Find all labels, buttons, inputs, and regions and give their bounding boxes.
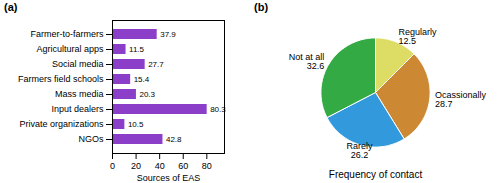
html-text:(a): (a) [4,1,18,13]
svg-text:NGOs: NGOs [78,134,104,144]
html-text:(b): (b) [254,1,268,13]
svg-text:0: 0 [110,161,115,171]
svg-text:80: 80 [202,161,212,171]
svg-text:Rarely26.2: Rarely26.2 [346,141,373,160]
svg-text:80.3: 80.3 [210,105,226,114]
svg-text:Regularly12.5: Regularly12.5 [398,27,437,46]
svg-text:20.3: 20.3 [139,90,155,99]
svg-text:15.4: 15.4 [134,75,150,84]
svg-text:Private organizations: Private organizations [19,119,104,129]
svg-text:10.5: 10.5 [128,120,144,129]
svg-text:37.9: 37.9 [160,30,176,39]
svg-text:Not at all32.6: Not at all32.6 [289,52,325,71]
svg-text:Frequency of contact: Frequency of contact [329,169,423,180]
svg-text:Ocassionally28.7: Ocassionally28.7 [435,90,487,109]
svg-text:11.5: 11.5 [129,45,145,54]
svg-text:Mass media: Mass media [55,89,104,99]
svg-text:Social media: Social media [52,59,104,69]
svg-text:Farmer-to-farmers: Farmer-to-farmers [30,29,104,39]
svg-text:60: 60 [178,161,188,171]
svg-text:27.7: 27.7 [148,60,164,69]
svg-text:Farmers field schools: Farmers field schools [18,74,104,84]
svg-text:Sources of EAS: Sources of EAS [137,173,201,183]
svg-text:Input dealers: Input dealers [51,104,104,114]
svg-text:40: 40 [155,161,165,171]
svg-text:42.8: 42.8 [166,135,182,144]
svg-text:20: 20 [131,161,141,171]
svg-text:Agricultural apps: Agricultural apps [36,44,104,54]
